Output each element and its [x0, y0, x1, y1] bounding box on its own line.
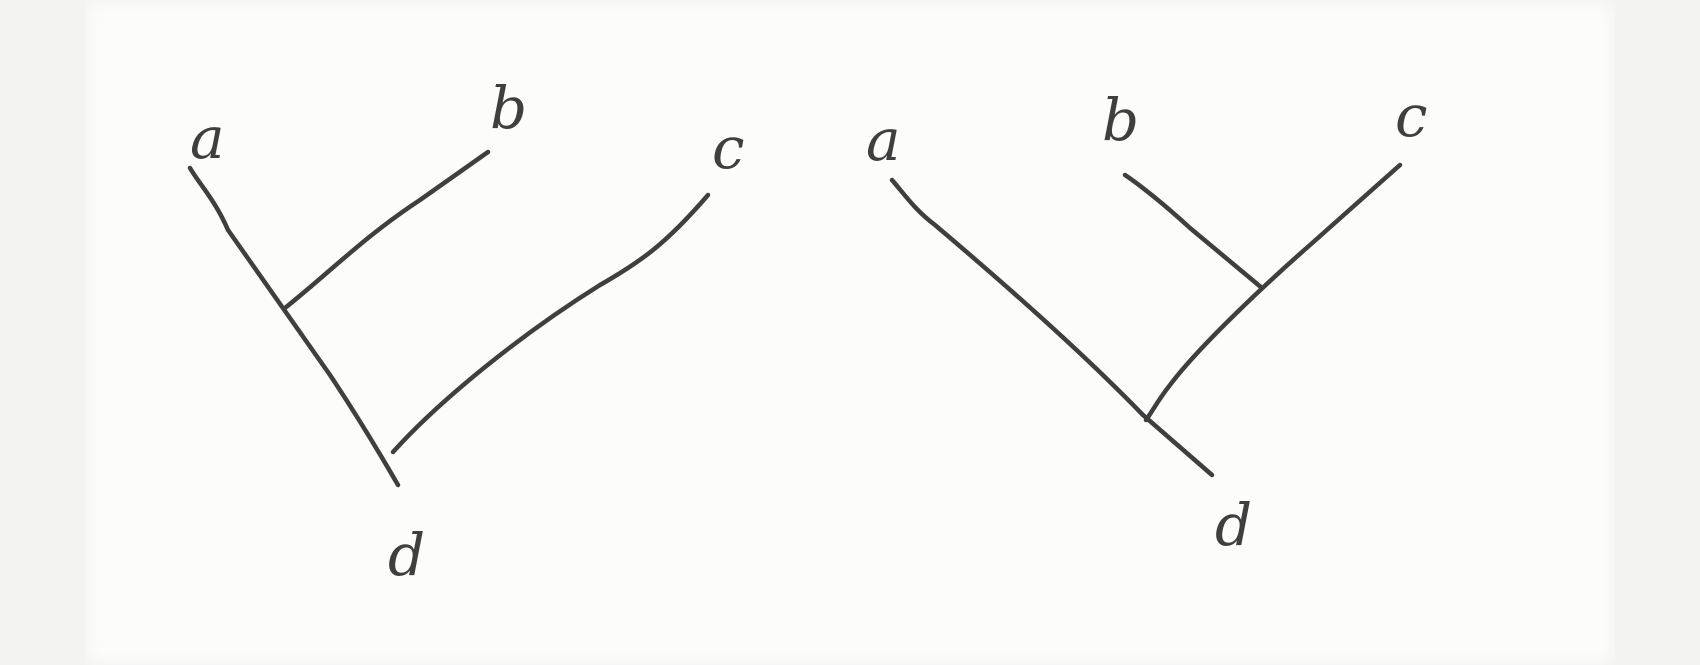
right-tree-label-c: c: [1395, 82, 1427, 150]
right-tree-label-d: d: [1215, 491, 1252, 559]
left-tree-branch-c: [390, 192, 711, 455]
right-tree: a b c d: [866, 82, 1427, 559]
left-tree-label-c: c: [712, 114, 744, 182]
left-tree-branch-a-d: [187, 165, 401, 488]
left-tree-label-a: a: [190, 104, 225, 172]
right-tree-branch-c-d: [1143, 162, 1403, 423]
paper-sheet: [85, 0, 1615, 665]
left-tree-label-b: b: [490, 74, 527, 142]
left-tree-branch-b: [282, 149, 491, 311]
left-tree: a b c d: [187, 74, 744, 589]
right-tree-label-a: a: [866, 106, 901, 174]
right-tree-branch-a-d: [889, 177, 1215, 478]
right-tree-branch-b: [1122, 172, 1265, 291]
right-tree-label-b: b: [1102, 86, 1139, 154]
left-tree-label-d: d: [388, 521, 425, 589]
